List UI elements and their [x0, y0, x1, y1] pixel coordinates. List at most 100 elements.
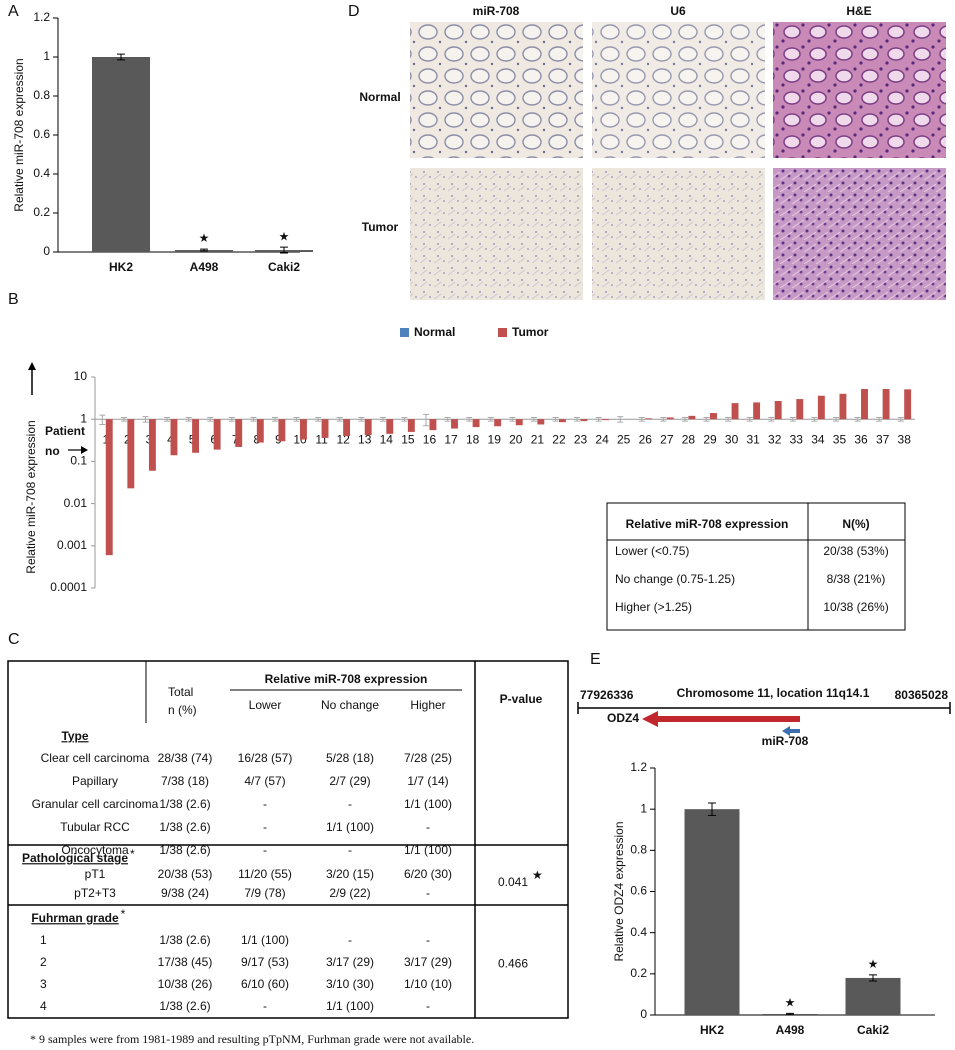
x-tick-label: 35 [833, 432, 847, 446]
bar [321, 419, 329, 438]
table-cell: Oncocytoma [61, 843, 129, 857]
error-bar [746, 416, 753, 422]
x-tick-label: 34 [811, 432, 825, 446]
table-cell: 4/7 (57) [244, 774, 285, 788]
error-bar [811, 416, 818, 422]
table-cell: - [263, 999, 267, 1013]
x-tick-label: 32 [768, 432, 782, 446]
table-cell: - [426, 999, 430, 1013]
error-bar [789, 416, 796, 422]
x-tick-label: 30 [725, 432, 739, 446]
table-cell: 1/38 (2.6) [159, 797, 210, 811]
y-tick-label: 0.2 [33, 205, 50, 219]
error-bar [164, 416, 171, 422]
legend-label: Normal [414, 325, 455, 339]
y-tick-label: 0.6 [33, 127, 50, 141]
error-bar [117, 53, 125, 61]
x-tick-label: 20 [509, 432, 523, 446]
micrograph [592, 168, 765, 300]
y-tick-label: 1 [80, 411, 87, 425]
error-bar [725, 416, 732, 422]
table-border [606, 502, 906, 631]
x-axis-label: Patient [45, 424, 85, 438]
column-label: H&E [846, 4, 871, 18]
error-bar [315, 416, 322, 422]
section-title: Fuhrman grade [31, 911, 119, 925]
significance-mark: ★ [785, 996, 796, 1010]
table-header: Relative miR-708 expression [626, 517, 789, 531]
x-tick-label: 25 [617, 432, 631, 446]
table-cell: Granular cell carcinoma [32, 797, 159, 811]
table-cell: - [263, 843, 267, 857]
bar [839, 393, 847, 420]
table-cell: - [348, 933, 352, 947]
error-bar [120, 416, 127, 422]
error-bar [358, 416, 365, 422]
micrograph [410, 22, 583, 158]
y-tick-label: 1 [43, 49, 50, 63]
bar [904, 389, 912, 420]
x-tick-label: 38 [898, 432, 912, 446]
y-tick-label: 10 [74, 369, 88, 383]
table-cell: 10/38 (26%) [823, 600, 888, 614]
bar [515, 419, 523, 426]
table-cell: 20/38 (53) [158, 867, 213, 881]
table-cell: 3/20 (15) [326, 867, 374, 881]
panel-label: A [8, 3, 19, 20]
mirna-label: miR-708 [762, 734, 809, 748]
table-cell: 2 [40, 955, 47, 969]
section-title: Type [61, 729, 88, 743]
error-bar [833, 416, 840, 422]
table-cell: 7/28 (25) [404, 751, 452, 765]
micrograph [773, 22, 946, 158]
section-title: Pathological stage [22, 851, 128, 865]
x-tick-label: 13 [358, 432, 372, 446]
table-cell: 10/38 (26) [158, 977, 213, 991]
x-tick-label: 27 [660, 432, 674, 446]
legend-label: Tumor [512, 325, 549, 339]
micrograph [773, 168, 946, 300]
error-bar [293, 416, 300, 422]
bar [580, 419, 588, 422]
table-cell: 16/28 (57) [238, 751, 293, 765]
bar [558, 419, 566, 423]
x-tick-label: HK2 [700, 1023, 724, 1037]
error-bar [786, 1012, 794, 1016]
table-cell: - [348, 797, 352, 811]
error-bar [552, 416, 559, 422]
error-bar [401, 416, 408, 422]
error-bar [466, 416, 473, 422]
table-cell: 1 [40, 933, 47, 947]
table-cell: 1/1 (100) [404, 843, 452, 857]
y-tick-label: 0.6 [630, 884, 647, 898]
y-tick-label: 0.1 [70, 454, 87, 468]
y-tick-label: 0.4 [630, 925, 647, 939]
table-cell: 1/38 (2.6) [159, 843, 210, 857]
x-tick-label: 19 [488, 432, 502, 446]
coordinate: 80365028 [895, 688, 949, 702]
y-tick-label: 0.001 [57, 538, 87, 552]
x-tick-label: 15 [401, 432, 415, 446]
error-bar [142, 416, 149, 423]
error-bar [660, 416, 667, 422]
x-tick-label: 37 [876, 432, 890, 446]
bar [364, 419, 372, 436]
table-cell: 7/9 (78) [244, 886, 285, 900]
table-cell: 5/28 (18) [326, 751, 374, 765]
y-axis-label: Relative miR-708 expression [24, 420, 38, 573]
x-tick-label: 28 [682, 432, 696, 446]
error-bar [595, 416, 602, 422]
x-tick-label: 16 [423, 432, 437, 446]
bar [92, 57, 150, 252]
table-cell: 7/38 (18) [161, 774, 209, 788]
panel-d-images [410, 22, 946, 300]
bar [192, 419, 200, 453]
bar [731, 403, 739, 420]
bar [343, 419, 351, 436]
table-cell: 1/1 (100) [404, 797, 452, 811]
table-cell: 1/38 (2.6) [159, 999, 210, 1013]
table-cell: - [263, 797, 267, 811]
table-cell: 1/7 (14) [407, 774, 448, 788]
x-tick-label: 21 [531, 432, 545, 446]
